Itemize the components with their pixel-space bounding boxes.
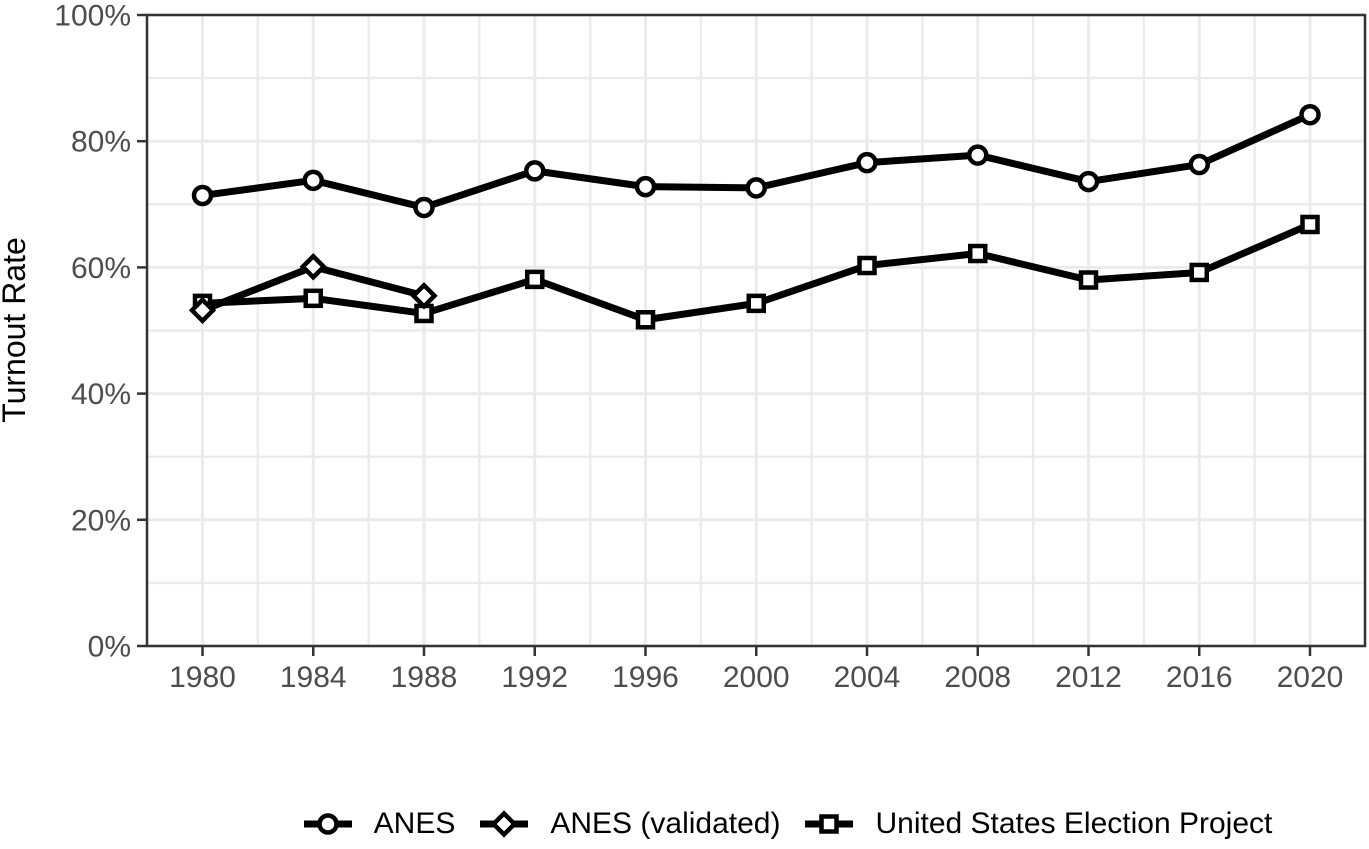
series-markers-anes [191, 103, 1321, 219]
x-tick-label: 2000 [723, 661, 790, 694]
data-point-united-states-election-project-1984 [303, 288, 323, 309]
x-tick-label: 2020 [1277, 661, 1344, 694]
data-point-anes-2012 [1077, 170, 1100, 193]
y-tick-label: 20% [71, 504, 131, 537]
data-point-united-states-election-project-2008 [968, 243, 988, 264]
axis-tick-labels: 0% 20% 40% 60% 80% 100% 1980 1984 1988 1992 1996 20… [54, 0, 1343, 694]
data-point-anes-2020 [1299, 103, 1321, 126]
data-point-united-states-election-project-2000 [746, 293, 766, 314]
data-point-anes-validated-1984 [299, 253, 327, 281]
x-tick-label: 1988 [391, 661, 458, 694]
legend-key-marker-circle [316, 813, 339, 835]
data-point-anes-1992 [524, 160, 546, 182]
y-tick-label: 80% [71, 126, 131, 159]
x-tick-label: 2008 [944, 661, 1011, 694]
data-point-united-states-election-project-2012 [1078, 270, 1099, 290]
series-layer [188, 103, 1321, 330]
y-tick-label: 40% [71, 378, 131, 411]
x-tick-label: 1980 [169, 661, 236, 694]
data-point-anes-validated-1988 [410, 282, 438, 310]
legend-item-anes: ANES [303, 806, 456, 842]
x-tick-label: 2016 [1166, 661, 1233, 694]
chart-legend: ANES ANES (validated) United States Elec… [0, 806, 1369, 842]
legend-key-circle-icon [303, 813, 352, 835]
data-point-anes-2000 [745, 177, 767, 199]
y-tick-label: 0% [88, 631, 131, 664]
data-point-united-states-election-project-2016 [1189, 262, 1209, 283]
y-axis-title: Turnout Rate [0, 237, 32, 423]
data-point-anes-1996 [634, 175, 657, 198]
legend-label: ANES [373, 807, 456, 840]
x-tick-label: 1992 [501, 661, 568, 694]
legend-label: United States Election Project [875, 807, 1273, 840]
data-point-anes-1988 [413, 196, 435, 219]
panel-frame [137, 13, 1367, 656]
legend-key-square-icon [805, 814, 854, 834]
x-tick-label: 2004 [834, 661, 901, 694]
data-point-anes-2016 [1188, 153, 1210, 176]
y-tick-label: 100% [54, 0, 131, 33]
turnout-chart: 0% 20% 40% 60% 80% 100% 1980 1984 1988 1992 1996 20… [0, 0, 1367, 694]
x-tick-label: 1996 [612, 661, 679, 694]
data-point-united-states-election-project-2020 [1300, 214, 1320, 235]
legend-key-diamond-icon [480, 810, 529, 838]
data-point-united-states-election-project-1992 [525, 269, 545, 290]
data-point-anes-2008 [967, 144, 989, 166]
legend-key-marker-square [819, 814, 840, 834]
data-point-united-states-election-project-1996 [635, 310, 656, 330]
legend-label: ANES (validated) [550, 807, 781, 840]
legend-item-anes-validated: ANES (validated) [480, 806, 780, 842]
x-tick-label: 1984 [280, 661, 347, 694]
data-point-anes-1980 [191, 184, 214, 207]
data-point-anes-2004 [856, 151, 878, 174]
legend-item-usep: United States Election Project [805, 806, 1272, 842]
data-point-anes-1984 [302, 169, 324, 192]
data-point-anes-validated-1980 [188, 296, 217, 324]
y-tick-label: 60% [71, 252, 131, 285]
series-markers-anes-validated [188, 253, 438, 324]
gridlines [145, 13, 1367, 648]
x-tick-label: 2012 [1055, 661, 1122, 694]
legend-key-marker-diamond [490, 810, 519, 838]
data-point-united-states-election-project-2004 [857, 255, 877, 276]
